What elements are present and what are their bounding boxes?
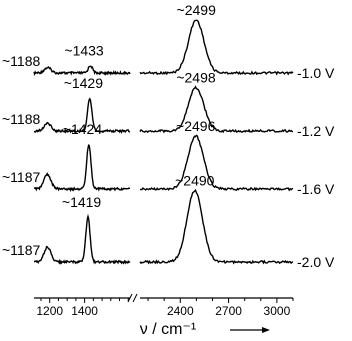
axis-break-mark	[127, 293, 133, 303]
potential-labels: -1.0 V -1.2 V -1.6 V -2.0 V	[297, 65, 335, 270]
spectrum-line-4-segment-2	[139, 188, 294, 265]
x-tick-label: 1200	[36, 304, 63, 318]
peak-label: ~1188	[2, 111, 40, 127]
peak-labels: ~1188 ~1433 ~2499 ~1188 ~1429 ~2498 ~1187 ~1424…	[2, 2, 216, 258]
peak-label: ~1433	[64, 43, 104, 59]
spectrum-line-2-segment-2	[139, 85, 294, 134]
x-axis: 1200 1400 2400 2700 3000	[34, 293, 294, 318]
spectrum-line-4-segment-1	[34, 213, 131, 265]
spectrum-line-1-segment-2	[139, 19, 294, 76]
peak-label: ~1187	[2, 169, 40, 185]
peak-label: ~1187	[2, 242, 40, 258]
series-name-label: -2.0 V	[297, 254, 335, 270]
peak-label: ~2499	[177, 2, 217, 18]
peak-label: ~1419	[62, 194, 102, 210]
peak-label: ~2496	[176, 118, 216, 134]
spectrum-line-3-segment-2	[139, 134, 294, 192]
series-name-label: -1.2 V	[297, 123, 335, 139]
series-name-label: -1.0 V	[297, 65, 335, 81]
peak-label: ~2498	[176, 70, 216, 86]
x-tick-label: 2700	[215, 304, 242, 318]
x-tick-label: 2400	[167, 304, 194, 318]
x-tick-label: 3000	[264, 304, 291, 318]
peak-label: ~2490	[175, 172, 215, 188]
peak-label: ~1429	[64, 75, 104, 91]
x-axis-arrow-icon	[230, 327, 270, 333]
peak-label: ~1188	[2, 53, 40, 69]
x-axis-label: ν / cm⁻¹	[140, 321, 196, 338]
series-name-label: -1.6 V	[297, 181, 335, 197]
spectrum-traces	[33, 19, 294, 265]
spectrum-line-3-segment-1	[33, 144, 131, 193]
x-tick-label: 1400	[71, 304, 98, 318]
axis-break-mark	[132, 293, 138, 303]
spectrum-line-1-segment-1	[33, 65, 131, 77]
peak-label: ~1424	[63, 121, 103, 137]
spectrum-line-2-segment-1	[33, 97, 131, 134]
